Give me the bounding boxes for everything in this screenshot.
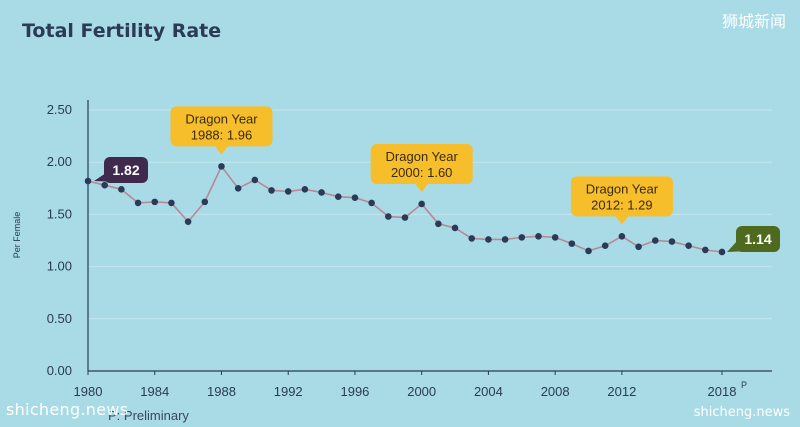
x-tick-label: 1996 (340, 384, 369, 399)
data-point (718, 248, 726, 256)
x-tick-label: 1984 (140, 384, 169, 399)
data-point (551, 234, 559, 241)
data-point (451, 224, 459, 232)
callout-value: 1.82 (112, 162, 139, 178)
x-tick-label: 1988 (207, 384, 236, 399)
y-tick-label: 0.50 (47, 311, 72, 326)
data-point (351, 194, 359, 201)
data-point (685, 242, 692, 250)
data-point (385, 213, 392, 220)
callout-pointer (414, 182, 429, 192)
data-points (84, 163, 726, 256)
data-point (401, 214, 409, 221)
x-tick-label: 1980 (74, 384, 103, 399)
watermark-top: 狮城新闻 (721, 12, 786, 31)
callout-value: 2012: 1.29 (591, 197, 652, 212)
y-tick-label: 2.50 (47, 102, 72, 117)
data-point (334, 193, 342, 200)
end-value-callout: 1.14 (727, 225, 780, 252)
data-point (134, 199, 142, 207)
data-point (318, 189, 325, 196)
callout-title: Dragon Year (185, 111, 258, 126)
callout-value: 1.14 (744, 231, 771, 247)
callout-box (570, 176, 673, 217)
callout-value: 1988: 1.96 (191, 127, 252, 142)
data-point (251, 176, 259, 184)
data-point (668, 238, 676, 245)
callout-pointer (614, 215, 629, 225)
callout-box (736, 225, 780, 252)
data-point (101, 181, 108, 189)
footnote: P: Preliminary (108, 408, 189, 423)
x-tick-superscript: P (741, 380, 747, 390)
data-point (535, 233, 542, 240)
data-point (468, 235, 476, 242)
data-point (435, 220, 442, 228)
data-point (568, 240, 576, 247)
x-tick-label: 2018 (708, 384, 737, 399)
callout-pointer (94, 172, 118, 182)
axes (87, 100, 772, 372)
x-tick-label: 2004 (474, 384, 503, 399)
data-point (585, 247, 592, 255)
data-point (635, 243, 642, 251)
y-tick-label: 0.00 (47, 363, 72, 378)
callout-box (104, 156, 148, 183)
x-tick-label: 2012 (607, 384, 636, 399)
data-point (268, 187, 275, 194)
data-point (651, 237, 659, 244)
callout-box (170, 106, 273, 147)
x-tick-labels: 1980 1984 1988 1992 1996 2000 2004 2008 2012 2018… (74, 371, 747, 399)
data-point (234, 185, 242, 192)
callout-title: Dragon Year (586, 181, 659, 196)
data-point (301, 186, 309, 193)
data-point (118, 186, 125, 193)
data-point (601, 242, 609, 250)
callout-pointer (727, 239, 750, 252)
start-value-callout: 1.82 (94, 156, 148, 183)
data-point (284, 188, 292, 195)
callout-value: 2000: 1.60 (391, 165, 452, 180)
data-point (168, 199, 175, 207)
x-tick-label: 2000 (407, 384, 436, 399)
data-point (84, 177, 92, 185)
y-tick-labels: 0.00 0.50 1.00 1.50 2.00 2.50 (47, 102, 72, 378)
data-point (218, 163, 225, 170)
callout-pointer (214, 145, 229, 155)
y-tick-label: 1.00 (47, 259, 72, 274)
callout-title: Dragon Year (386, 149, 459, 164)
callout-box (370, 143, 473, 184)
data-point (702, 246, 709, 254)
data-point (501, 236, 509, 243)
data-point (618, 233, 626, 240)
y-tick-label: 2.00 (47, 154, 72, 169)
x-tick-label: 2008 (541, 384, 570, 399)
x-tick-label: 1992 (274, 384, 303, 399)
y-axis-label: Per Female (12, 212, 22, 259)
data-point (518, 234, 526, 241)
data-point (418, 200, 425, 208)
data-point (368, 199, 375, 207)
watermark-bottom-left: shicheng.news (6, 400, 129, 419)
y-tick-label: 1.50 (47, 206, 72, 221)
watermark-bottom-right: shicheng.news (693, 405, 790, 420)
data-point (201, 198, 209, 206)
data-point (485, 236, 492, 243)
data-point (151, 198, 159, 206)
data-point (184, 218, 192, 226)
chart-title: Total Fertility Rate (22, 20, 222, 42)
